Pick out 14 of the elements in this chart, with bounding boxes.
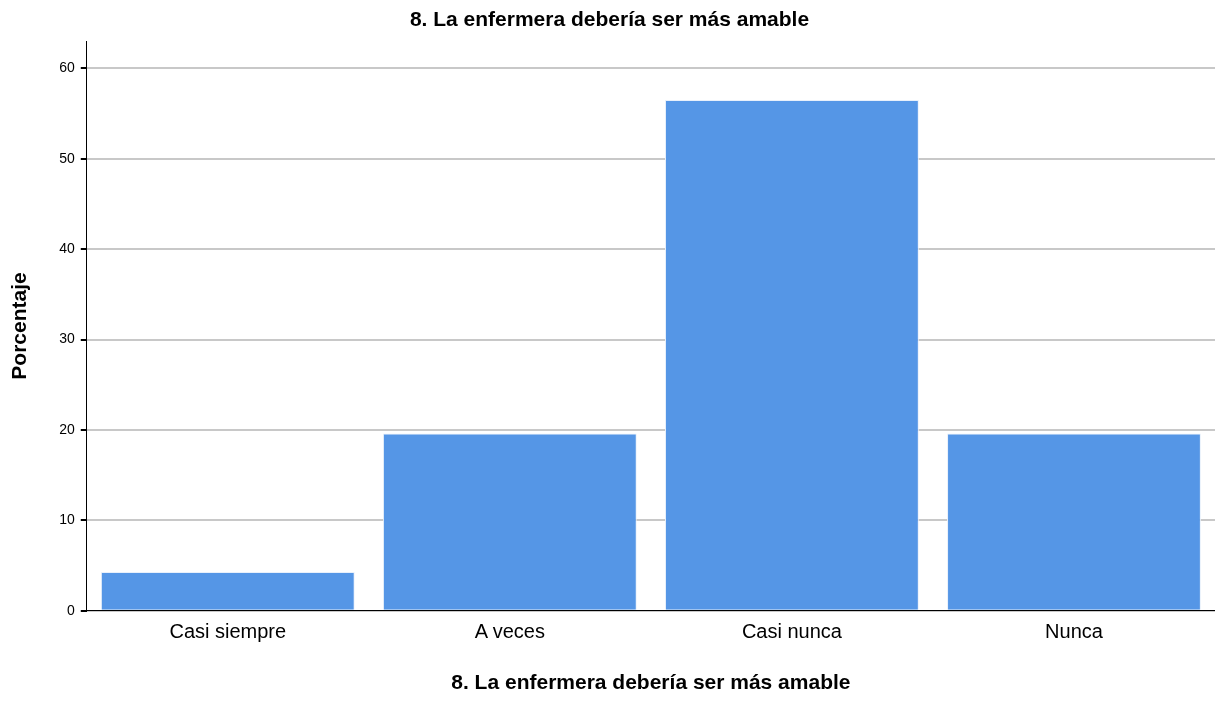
chart-title: 8. La enfermera debería ser más amable bbox=[409, 7, 810, 31]
y-tick-label: 10 bbox=[59, 511, 75, 528]
x-tick-label: A veces bbox=[474, 620, 545, 643]
y-tick-label: 0 bbox=[66, 601, 75, 618]
y-tick-label: 20 bbox=[59, 420, 75, 437]
y-tick-label: 40 bbox=[59, 240, 75, 257]
x-axis-title: 8. La enfermera debería ser más amable bbox=[451, 670, 851, 694]
y-axis-title: Porcentaje bbox=[7, 272, 31, 380]
y-tick-label: 60 bbox=[59, 59, 75, 76]
y-tick-label: 50 bbox=[59, 149, 75, 166]
x-tick-label: Nunca bbox=[1045, 620, 1104, 643]
x-tick-label: Casi siempre bbox=[169, 620, 287, 643]
y-tick-label: 30 bbox=[59, 330, 75, 347]
x-tick-label: Casi nunca bbox=[741, 620, 843, 643]
